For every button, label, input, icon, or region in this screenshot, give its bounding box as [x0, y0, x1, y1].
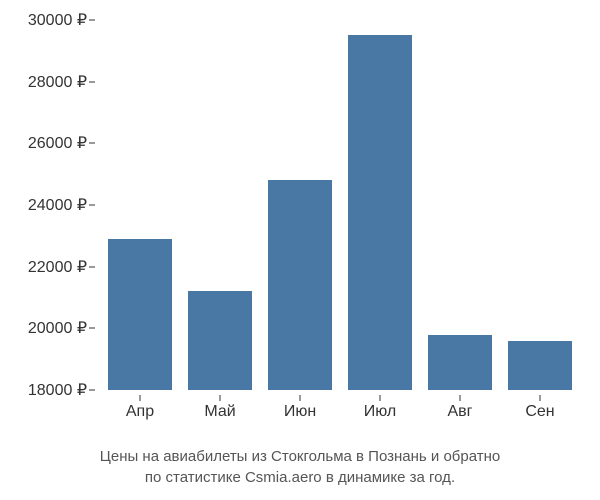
chart-caption: Цены на авиабилеты из Стокгольма в Позна…	[0, 446, 600, 488]
y-axis: 18000 ₽20000 ₽22000 ₽24000 ₽26000 ₽28000…	[0, 20, 95, 390]
x-tick-label: Июл	[364, 403, 396, 421]
bar	[508, 341, 572, 390]
y-tick-label: 26000 ₽	[28, 133, 87, 153]
y-tick-mark	[89, 205, 95, 206]
y-tick-label: 20000 ₽	[28, 318, 87, 338]
y-tick-mark	[89, 328, 95, 329]
x-tick-label: Май	[204, 403, 235, 421]
x-tick-label: Апр	[126, 403, 154, 421]
plot-area	[100, 20, 580, 390]
x-tick-mark	[460, 395, 461, 401]
x-tick-label: Авг	[447, 403, 472, 421]
y-tick-mark	[89, 20, 95, 21]
bar	[108, 239, 172, 390]
bar	[268, 180, 332, 390]
y-tick-label: 28000 ₽	[28, 72, 87, 92]
caption-line-1: Цены на авиабилеты из Стокгольма в Позна…	[100, 448, 500, 465]
x-tick-mark	[140, 395, 141, 401]
y-tick-label: 30000 ₽	[28, 10, 87, 30]
y-tick-mark	[89, 266, 95, 267]
x-tick-label: Сен	[525, 403, 554, 421]
x-tick-mark	[220, 395, 221, 401]
x-axis: Апр Май Июн Июл Авг Сен	[100, 395, 580, 425]
y-tick-mark	[89, 81, 95, 82]
x-tick-mark	[300, 395, 301, 401]
price-chart: 18000 ₽ 20000 ₽ 22000 ₽ 24000 ₽ 26000 ₽ 28000…	[0, 0, 600, 500]
x-tick-label: Июн	[284, 403, 316, 421]
x-tick-mark	[540, 395, 541, 401]
bar	[428, 335, 492, 391]
y-tick-mark	[89, 143, 95, 144]
y-tick-label: 22000 ₽	[28, 257, 87, 277]
x-tick-mark	[380, 395, 381, 401]
y-tick-label: 24000 ₽	[28, 195, 87, 215]
bar	[348, 35, 412, 390]
bar	[188, 291, 252, 390]
y-tick-mark	[89, 390, 95, 391]
y-tick-label: 18000 ₽	[28, 380, 87, 400]
caption-line-2: по статистике Csmia.aero в динамике за г…	[145, 469, 455, 486]
